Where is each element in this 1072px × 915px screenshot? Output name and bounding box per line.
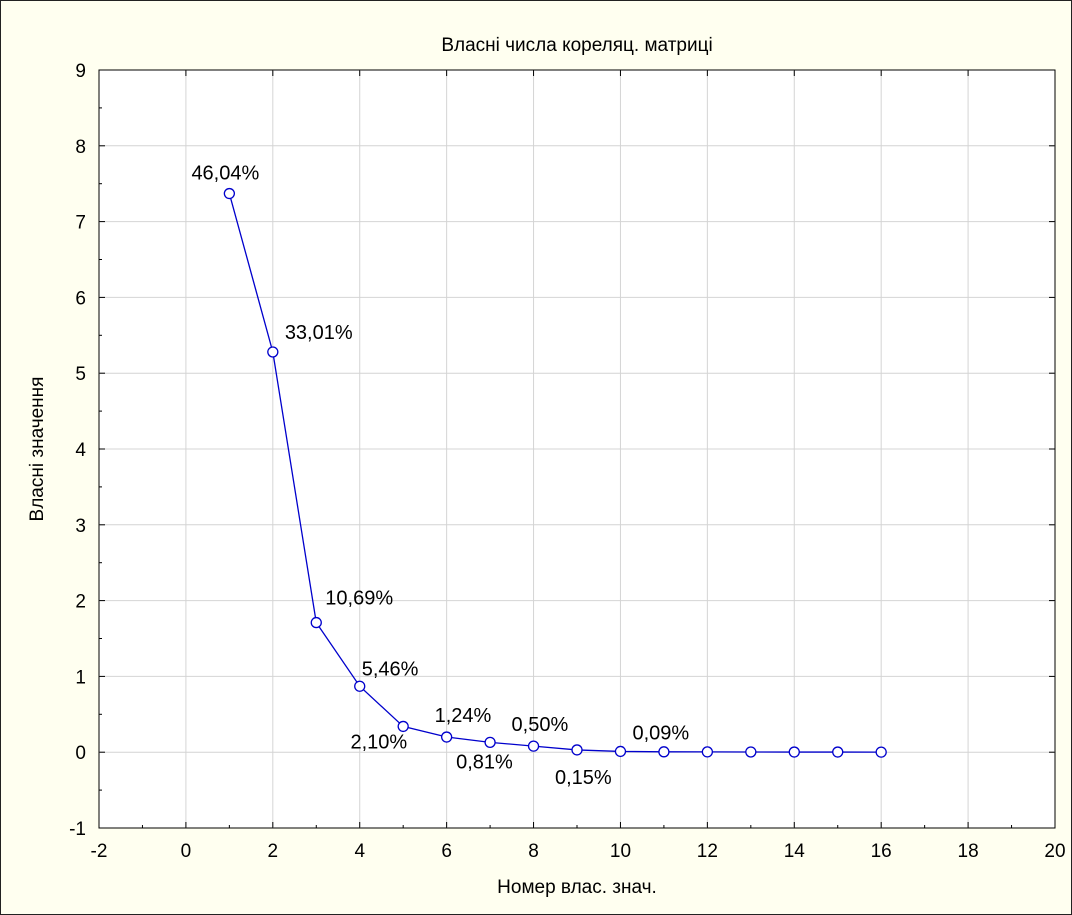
data-point <box>527 740 540 752</box>
data-point <box>310 616 322 629</box>
x-tick-label: 14 <box>784 841 806 862</box>
data-label: 0,09% <box>632 722 689 744</box>
y-tick-label: 5 <box>75 364 86 385</box>
y-tick-label: -1 <box>69 819 86 840</box>
y-tick-label: 3 <box>75 516 86 537</box>
data-label: 0,81% <box>456 751 513 773</box>
data-point <box>658 746 670 758</box>
data-labels: 46,04% 33,01% 10,69% 5,46% 2,10% 1,24% 0,81% 0,… <box>191 163 689 789</box>
y-axis-ticks: -1 0 1 2 3 4 5 6 7 8 9 <box>69 61 1055 840</box>
data-label: 1,24% <box>435 705 492 727</box>
data-point <box>267 346 279 358</box>
y-tick-label: 6 <box>75 288 86 309</box>
x-tick-label: 12 <box>697 841 718 862</box>
y-tick-label: 7 <box>75 213 86 234</box>
series-group <box>223 187 887 758</box>
x-axis-ticks: -2 0 2 4 6 8 10 12 14 16 18 20 <box>91 70 1066 862</box>
y-tick-label: 8 <box>75 137 86 158</box>
data-label: 33,01% <box>285 322 353 344</box>
y-axis-title: Власні значення <box>27 377 48 522</box>
x-tick-label: 4 <box>354 841 365 862</box>
data-point <box>354 680 366 692</box>
data-point <box>701 746 714 758</box>
y-tick-label: 4 <box>75 440 86 461</box>
x-tick-label: 20 <box>1044 841 1065 862</box>
x-axis-title: Номер влас. знач. <box>497 877 657 898</box>
data-point <box>571 744 583 756</box>
y-tick-label: 0 <box>75 743 86 764</box>
data-point <box>614 745 627 758</box>
data-point <box>397 720 409 733</box>
y-tick-label: 9 <box>75 61 86 82</box>
x-tick-label: 0 <box>181 841 192 862</box>
series-line <box>228 193 882 753</box>
data-point <box>223 187 236 200</box>
data-point <box>788 746 800 758</box>
data-point <box>745 746 757 758</box>
data-label: 0,50% <box>512 714 569 736</box>
x-tick-label: 8 <box>528 841 539 862</box>
data-label: 0,15% <box>555 767 612 789</box>
x-tick-label: -2 <box>91 841 108 862</box>
data-label: 10,69% <box>325 588 393 610</box>
data-point <box>832 746 844 758</box>
data-point <box>875 746 887 758</box>
grid-lines <box>99 70 1055 828</box>
x-tick-label: 18 <box>958 841 979 862</box>
data-label: 5,46% <box>362 658 419 680</box>
y-tick-label: 2 <box>75 592 86 613</box>
data-label: 2,10% <box>350 731 407 753</box>
data-point <box>440 731 453 743</box>
x-tick-label: 2 <box>268 841 279 862</box>
y-tick-label: 1 <box>75 667 86 688</box>
x-tick-label: 6 <box>441 841 452 862</box>
x-tick-label: 16 <box>871 841 892 862</box>
data-label: 46,04% <box>191 163 259 185</box>
data-point <box>484 736 496 748</box>
x-tick-label: 10 <box>610 841 631 862</box>
chart-title: Власні числа кореляц. матриці <box>441 35 712 56</box>
